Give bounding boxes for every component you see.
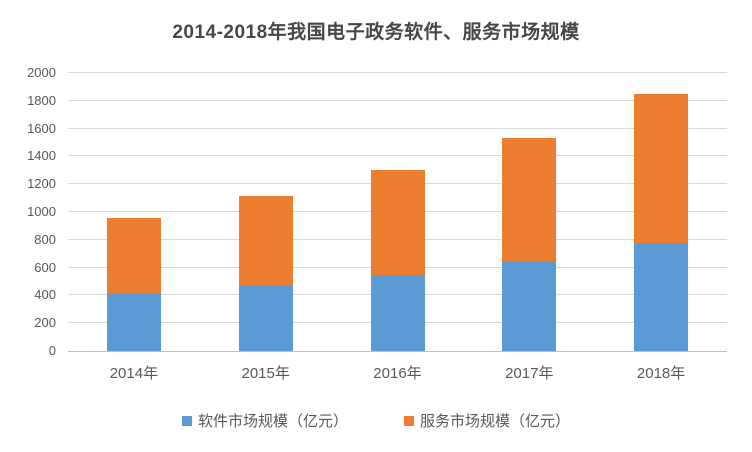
- y-axis-tick-label: 1800: [27, 92, 56, 108]
- y-axis-tick-label: 800: [34, 231, 56, 247]
- y-axis-tick-label: 400: [34, 287, 56, 303]
- legend: 软件市场规模（亿元） 服务市场规模（亿元）: [0, 410, 752, 431]
- chart-title: 2014-2018年我国电子政务软件、服务市场规模: [172, 22, 580, 43]
- bar-segment-service: [106, 217, 161, 295]
- plot-area: [68, 72, 727, 352]
- legend-swatch-software-icon: [181, 415, 192, 426]
- y-axis-tick-label: 2000: [27, 65, 56, 80]
- x-axis-tick-label: 2016年: [373, 365, 422, 382]
- y-axis-tick-label: 600: [34, 259, 56, 275]
- bar-segment-service: [502, 138, 557, 262]
- bar-segment-software: [502, 261, 557, 351]
- gridline: [68, 72, 727, 73]
- legend-label-service: 服务市场规模（亿元）: [420, 413, 571, 430]
- legend-swatch-service-icon: [404, 415, 414, 426]
- y-axis-tick-label: 200: [34, 315, 56, 331]
- bar-segment-service: [238, 196, 293, 287]
- legend-label-software: 软件市场规模（亿元）: [197, 413, 348, 430]
- bar-segment-service: [634, 93, 689, 244]
- gridline: [68, 127, 727, 129]
- gridline: [68, 99, 727, 101]
- bar-segment-software: [370, 275, 425, 351]
- x-axis-tick-label: 2015年: [241, 365, 290, 382]
- y-axis-tick-label: 1200: [27, 176, 56, 192]
- bar-segment-service: [370, 170, 425, 276]
- x-axis-line: [68, 351, 727, 352]
- x-axis-tick-label: 2014年: [109, 365, 159, 382]
- legend-item-software: 软件市场规模（亿元）: [181, 410, 348, 431]
- x-axis-tick-label: 2018年: [636, 365, 686, 382]
- bar-segment-software: [106, 294, 161, 351]
- gridline: [68, 155, 727, 157]
- y-axis-tick-label: 1400: [27, 148, 56, 164]
- x-axis-tick-label: 2017年: [505, 365, 554, 382]
- y-axis-tick-label: 0: [48, 343, 56, 358]
- y-axis-tick-label: 1000: [27, 204, 56, 219]
- legend-item-service: 服务市场规模（亿元）: [404, 410, 570, 431]
- y-axis-tick-label: 1600: [27, 120, 56, 136]
- bar-segment-software: [238, 286, 293, 351]
- bar-segment-software: [634, 243, 689, 351]
